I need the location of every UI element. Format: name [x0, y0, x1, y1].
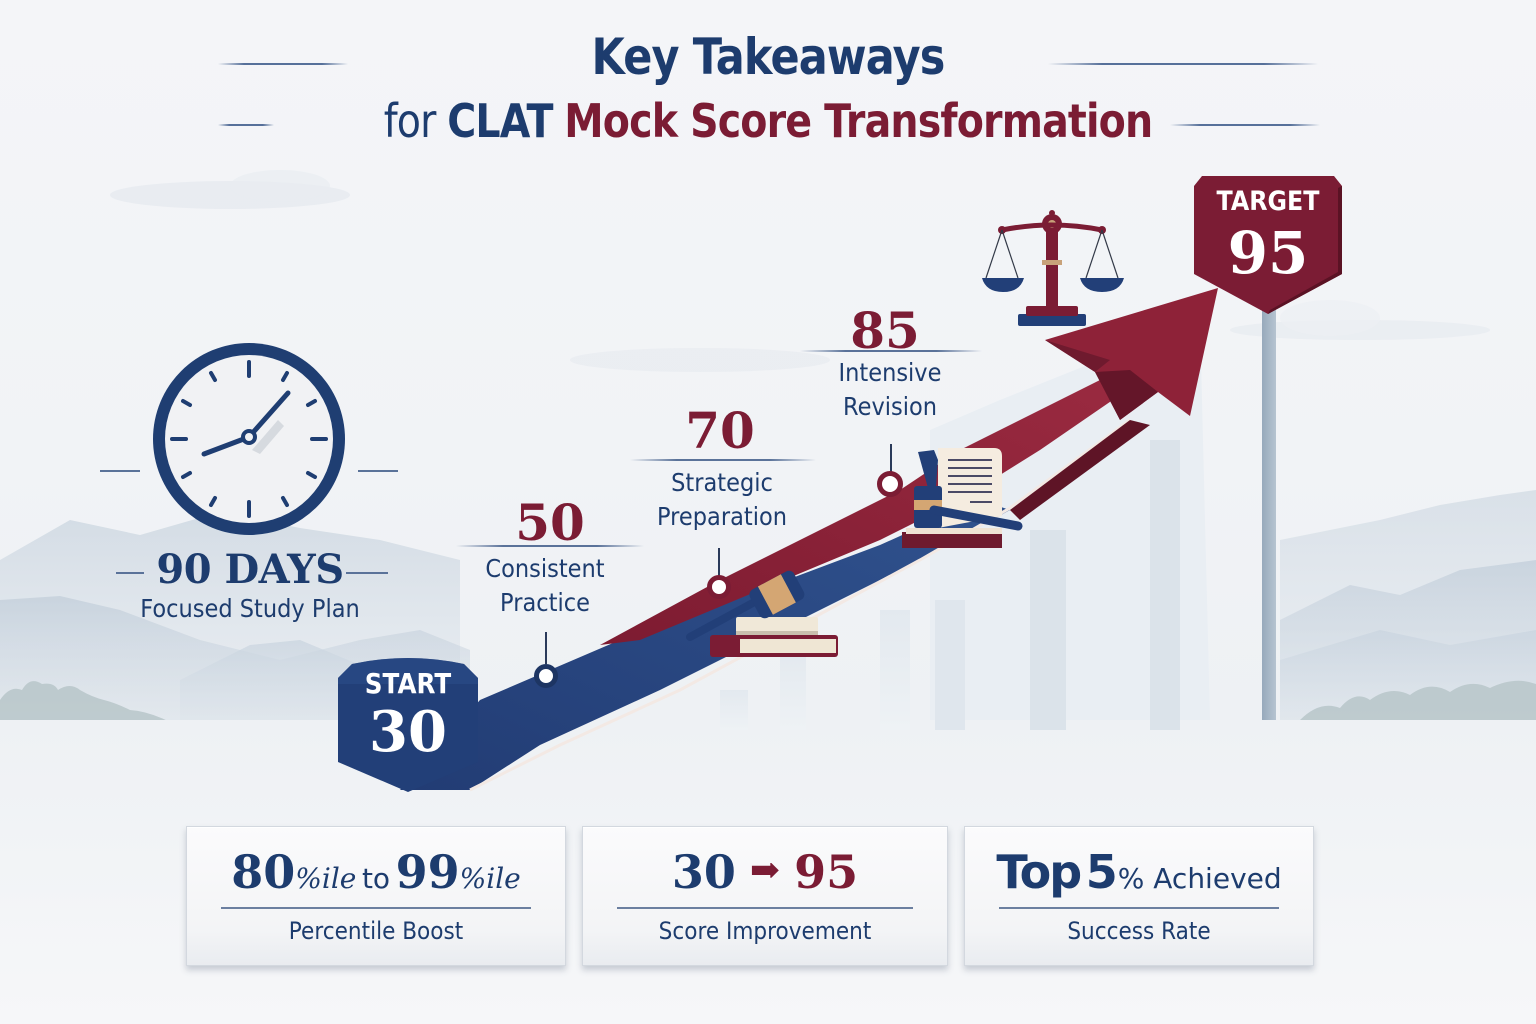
clock-icon	[153, 343, 345, 535]
milestone-1-label: Consistent Practice	[485, 554, 605, 617]
subtitle-highlight: Mock Score Transformation	[564, 94, 1153, 148]
milestone-3-rule	[800, 350, 982, 352]
milestone-2-label: Strategic Preparation	[657, 468, 787, 531]
milestone-3-marker	[877, 471, 903, 497]
target-pole	[1262, 300, 1276, 720]
scales-of-justice-icon	[982, 210, 1124, 326]
target-sign-value: 95	[1227, 219, 1309, 287]
page-title: Key Takeaways	[591, 28, 945, 86]
target-sign	[1194, 176, 1342, 314]
milestone-2-score: 70	[685, 401, 755, 460]
clock-rule-right	[358, 470, 398, 472]
title-rule-left-1	[218, 63, 348, 65]
title-rule-left-2	[218, 124, 274, 126]
stat-2-label: Score Improvement	[658, 917, 872, 945]
stat-2-value: 30 ➡ 95	[671, 845, 859, 899]
page-subtitle: for CLAT Mock Score Transformation	[108, 94, 1429, 148]
milestone-3-score: 85	[850, 301, 920, 360]
milestone-1-marker	[534, 664, 558, 688]
subtitle-prefix: for	[383, 94, 437, 148]
stat-1-value: 80%ile to 99%ile	[231, 845, 521, 899]
start-sign-label: START	[364, 667, 452, 700]
stat-1-divider	[221, 907, 531, 909]
right-arrow-icon: ➡	[749, 849, 781, 891]
duration-label: Focused Study Plan	[140, 594, 360, 623]
days-rule-left	[116, 572, 144, 574]
milestone-3-label: Intensive Revision	[838, 358, 942, 421]
start-sign	[338, 658, 478, 792]
title-rule-right-1	[1048, 63, 1318, 65]
stat-2-divider	[617, 907, 913, 909]
stat-card-score: 30 ➡ 95 Score Improvement	[582, 826, 948, 966]
stat-card-success: Top 5% Achieved Success Rate	[964, 826, 1314, 966]
days-rule-right	[346, 572, 388, 574]
milestone-1-stem	[545, 632, 547, 664]
milestone-2-marker	[707, 575, 731, 599]
start-sign-value: 30	[369, 699, 447, 765]
stat-3-value: Top 5% Achieved	[996, 845, 1282, 899]
gavel-document-icon	[902, 448, 1023, 548]
duration-value: 90 DAYS	[156, 546, 344, 593]
target-sign-label: TARGET	[1216, 186, 1320, 217]
subtitle-brand: CLAT	[447, 94, 553, 148]
milestone-2-rule	[630, 459, 816, 461]
title-rule-right-2	[1170, 124, 1320, 126]
stat-3-divider	[999, 907, 1279, 909]
milestone-1-score: 50	[515, 493, 585, 552]
clock-rule-left	[100, 470, 140, 472]
milestone-3-stem	[890, 444, 892, 474]
milestone-2-stem	[718, 548, 720, 578]
stat-3-label: Success Rate	[1067, 917, 1211, 945]
milestone-1-rule	[456, 545, 644, 547]
gavel-books-icon	[686, 570, 838, 657]
stat-card-percentile: 80%ile to 99%ile Percentile Boost	[186, 826, 566, 966]
stat-1-label: Percentile Boost	[288, 917, 464, 945]
